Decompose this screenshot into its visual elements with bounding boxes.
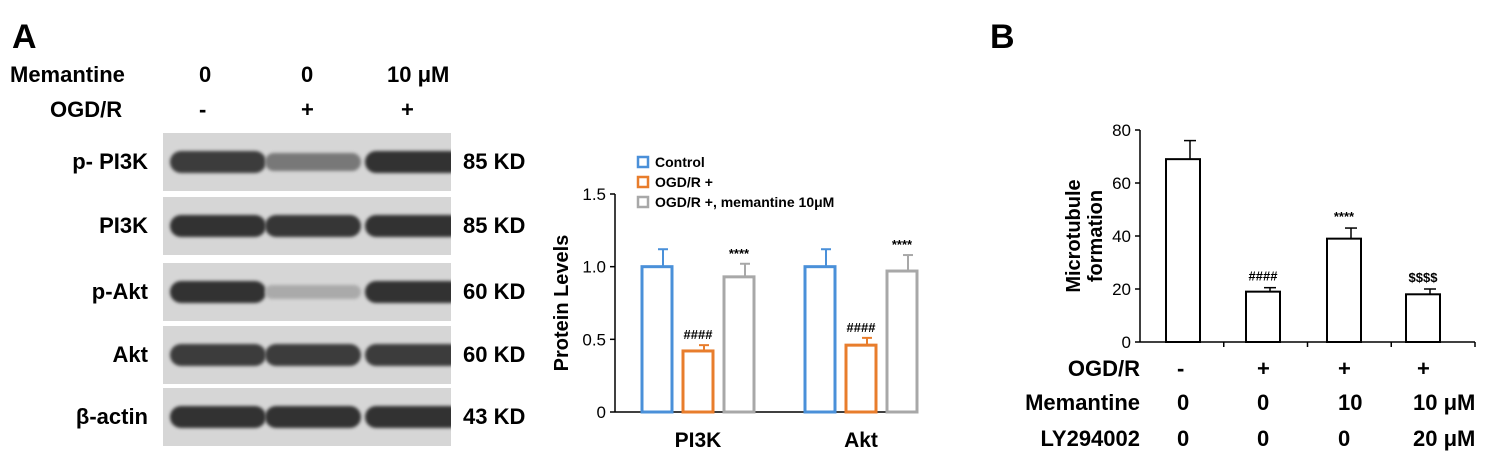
- y-tick-label: 0: [1122, 333, 1131, 352]
- treatment-value: +: [1417, 356, 1430, 381]
- blot-band: [365, 150, 451, 174]
- y-tick-label: 0: [597, 403, 606, 422]
- bar: [1405, 293, 1441, 344]
- treatment-value: 0: [1257, 390, 1270, 415]
- bar: [885, 269, 919, 414]
- microtubule-formation-chart: 0 20 40 60 80 Microtubule formation #### **** $$$…: [1063, 121, 1476, 352]
- blot-label: β-actin: [75, 404, 148, 429]
- blot-band: [265, 214, 361, 238]
- blot-band: [170, 214, 266, 238]
- treatment-value: 10 μM: [1413, 390, 1476, 415]
- blot-band: [170, 405, 266, 429]
- blot-label: PI3K: [99, 213, 148, 238]
- y-axis-label-line-2: formation: [1085, 190, 1107, 282]
- molecular-weight-label: 43 KD: [463, 404, 526, 429]
- legend-swatch: [636, 195, 650, 209]
- treatment-value: 20 μM: [1413, 426, 1476, 451]
- treatment-label: OGD/R: [50, 97, 123, 122]
- protein-levels-chart: 0 0.5 1.0 1.5 Protein Levels #### **** PI3K ####…: [551, 154, 919, 452]
- blot-strip: [163, 133, 451, 191]
- y-axis-label-line-1: Microtubule: [1063, 179, 1085, 292]
- significance-annotation: ####: [684, 327, 714, 342]
- treatment-value: 0: [1177, 426, 1190, 451]
- y-tick-label: 20: [1112, 280, 1131, 299]
- legend-swatch: [636, 155, 650, 169]
- treatment-label: LY294002: [1040, 426, 1140, 451]
- blot-band: [265, 284, 361, 300]
- treatment-label: Memantine: [1025, 390, 1140, 415]
- significance-annotation: ****: [892, 237, 913, 252]
- legend-swatch: [636, 175, 650, 189]
- treatment-value: +: [301, 97, 314, 122]
- molecular-weight-label: 85 KD: [463, 149, 526, 174]
- blot-label: p-Akt: [91, 279, 148, 304]
- treatment-value: 0: [301, 62, 314, 87]
- treatment-label: OGD/R: [1067, 356, 1140, 381]
- treatment-value: 0: [1338, 426, 1351, 451]
- blot-band: [365, 214, 451, 238]
- significance-annotation: ****: [729, 246, 750, 261]
- treatment-value: 0: [1177, 390, 1190, 415]
- treatment-value: +: [401, 97, 414, 122]
- treatment-value: 10: [1338, 390, 1363, 415]
- y-tick-label: 1.5: [582, 185, 606, 204]
- legend-label: OGD/R +, memantine 10μM: [655, 194, 834, 210]
- significance-annotation: ####: [1249, 269, 1279, 284]
- legend-label: OGD/R +: [655, 174, 713, 190]
- y-tick-label: 60: [1112, 174, 1131, 193]
- y-axis-label: Protein Levels: [551, 235, 573, 372]
- significance-annotation: $$$$: [1409, 270, 1439, 285]
- treatment-label: Memantine: [10, 62, 125, 87]
- blot-strip: [163, 197, 451, 255]
- bar: [1326, 237, 1362, 343]
- significance-annotation: ####: [847, 320, 877, 335]
- panel-a-letter: A: [12, 18, 37, 56]
- blot-band: [365, 344, 451, 366]
- blot-band: [365, 405, 451, 429]
- treatment-value: 10 μM: [387, 62, 450, 87]
- molecular-weight-label: 60 KD: [463, 342, 526, 367]
- treatment-value: 0: [199, 62, 212, 87]
- treatment-value: +: [1257, 356, 1270, 381]
- bar: [1245, 290, 1281, 343]
- bar: [681, 349, 715, 414]
- y-tick-label: 1.0: [582, 258, 606, 277]
- blot-band: [265, 405, 361, 429]
- bar: [1165, 158, 1201, 344]
- treatment-value: -: [199, 97, 207, 122]
- blot-band: [265, 153, 361, 171]
- blot-label: Akt: [112, 342, 148, 367]
- y-tick-label: 80: [1112, 121, 1131, 140]
- blot-band: [170, 344, 266, 366]
- legend-label: Control: [655, 154, 705, 170]
- blot-label: p- PI3K: [72, 149, 148, 174]
- significance-annotation: ****: [1334, 209, 1355, 224]
- blot-strip: [163, 263, 451, 321]
- treatment-value: -: [1177, 356, 1185, 381]
- panel-b-letter: B: [990, 18, 1015, 56]
- y-tick-label: 0.5: [582, 330, 606, 349]
- blot-band: [365, 280, 451, 304]
- blot-band: [170, 280, 266, 304]
- blot-strip: [163, 388, 451, 446]
- blot-strip: [163, 326, 451, 384]
- bar: [722, 275, 756, 414]
- treatment-value: +: [1338, 356, 1351, 381]
- y-tick-label: 40: [1112, 227, 1131, 246]
- treatment-value: 0: [1257, 426, 1270, 451]
- blot-band: [170, 151, 266, 173]
- x-category-label: PI3K: [675, 429, 722, 452]
- molecular-weight-label: 85 KD: [463, 213, 526, 238]
- molecular-weight-label: 60 KD: [463, 279, 526, 304]
- x-category-label: Akt: [844, 429, 878, 452]
- bar: [803, 265, 837, 414]
- bar: [640, 265, 674, 414]
- blot-band: [265, 344, 361, 366]
- bar: [844, 343, 878, 414]
